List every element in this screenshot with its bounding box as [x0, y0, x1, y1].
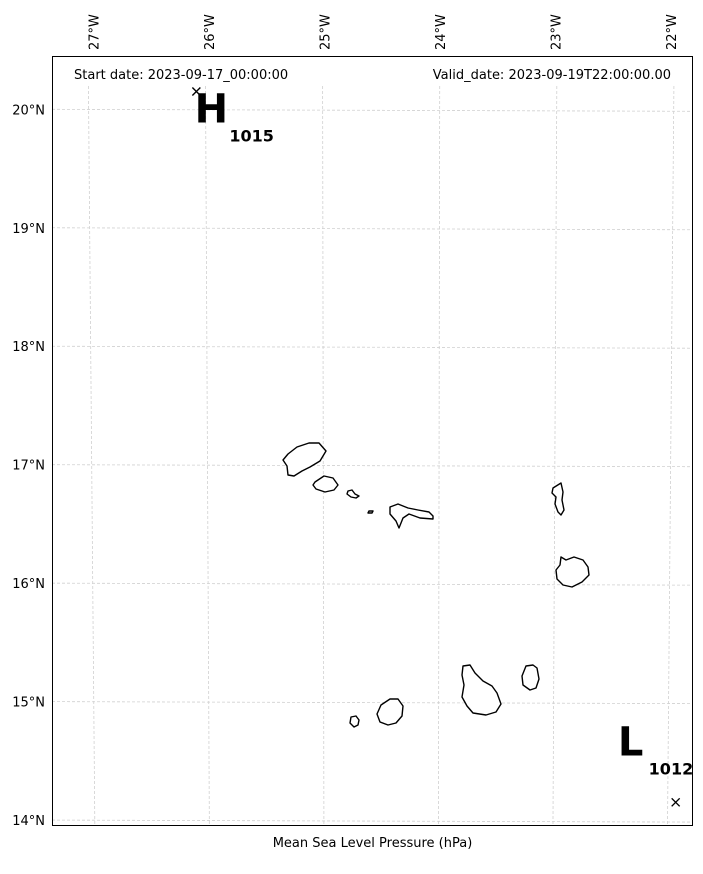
meridian-line	[552, 85, 558, 827]
lat-tick-label: 17°N	[12, 459, 45, 474]
island-santa-luzia	[346, 489, 360, 499]
parallel-line	[51, 345, 694, 349]
pressure-center-marker	[671, 797, 681, 807]
high-pressure-letter: H	[195, 87, 228, 133]
parallel-line	[51, 582, 694, 586]
lon-tick-label: 23°W	[549, 14, 564, 50]
island-branco	[367, 510, 374, 514]
island-brava	[349, 715, 360, 728]
gridlines	[51, 85, 694, 827]
map-frame	[52, 56, 693, 826]
meridian-line	[205, 85, 210, 827]
lat-tick-label: 18°N	[12, 340, 45, 355]
island-sao-nicolau	[389, 503, 434, 529]
pressure-center-marker	[191, 87, 201, 97]
map-caption: Mean Sea Level Pressure (hPa)	[272, 836, 473, 851]
pressure-value-label: 1015	[229, 127, 274, 146]
meridian-line	[88, 85, 96, 827]
valid-date-label: Valid_date: 2023-09-19T22:00:00.00	[433, 68, 671, 83]
parallel-line	[51, 464, 694, 468]
longitude-tick-labels: 27°W 26°W 25°W 24°W 23°W 22°W	[87, 14, 679, 50]
latitude-tick-labels: 20°N 19°N 18°N 17°N 16°N 15°N 14°N	[12, 103, 45, 829]
start-date-label: Start date: 2023-09-17_00:00:00	[74, 68, 288, 83]
island-santo-antao	[282, 442, 327, 477]
lon-tick-label: 27°W	[87, 14, 102, 50]
pressure-value-label: 1012	[649, 759, 694, 778]
lon-tick-label: 24°W	[434, 14, 449, 50]
lon-tick-label: 26°W	[203, 14, 218, 50]
island-santiago	[461, 664, 502, 716]
island-fogo	[376, 698, 404, 726]
island-maio	[521, 664, 540, 691]
lat-tick-label: 15°N	[12, 696, 45, 711]
lat-tick-label: 20°N	[12, 103, 45, 118]
parallel-line	[51, 108, 694, 112]
parallel-line	[51, 819, 694, 823]
islands	[282, 442, 590, 728]
meridian-line	[667, 85, 675, 827]
parallel-line	[51, 701, 694, 705]
meridian-line	[438, 85, 441, 827]
island-sao-vicente	[312, 475, 339, 493]
island-sal	[551, 482, 565, 516]
lon-tick-label: 25°W	[318, 14, 333, 50]
low-pressure-letter: L	[618, 719, 644, 765]
lon-tick-label: 22°W	[665, 14, 680, 50]
island-boa-vista	[555, 556, 590, 588]
lat-tick-label: 16°N	[12, 577, 45, 592]
parallel-line	[51, 227, 694, 231]
lat-tick-label: 14°N	[12, 814, 45, 829]
lat-tick-label: 19°N	[12, 222, 45, 237]
